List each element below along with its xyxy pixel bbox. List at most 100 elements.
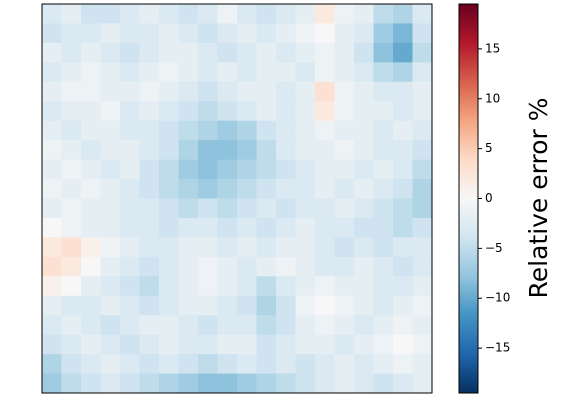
heatmap-cell	[159, 120, 179, 141]
heatmap-cell	[100, 140, 121, 161]
heatmap-cell	[100, 62, 121, 83]
heatmap-cell	[256, 120, 277, 141]
heatmap-cell	[393, 120, 413, 141]
heatmap-cell	[159, 334, 179, 355]
heatmap-cell	[139, 62, 160, 83]
heatmap-cell	[217, 179, 238, 199]
heatmap-cell	[42, 315, 62, 336]
heatmap-cell	[295, 295, 316, 316]
heatmap-cell	[120, 217, 140, 238]
heatmap-cell	[315, 217, 335, 238]
heatmap-cell	[42, 179, 62, 199]
heatmap-cell	[217, 373, 238, 394]
heatmap-cell	[334, 140, 355, 161]
heatmap-cell	[256, 295, 277, 316]
heatmap-cell	[315, 315, 335, 336]
heatmap-cell	[139, 217, 160, 238]
heatmap-cell	[276, 217, 296, 238]
heatmap-cell	[256, 237, 277, 258]
heatmap-cell	[334, 256, 355, 277]
heatmap-cell	[295, 334, 316, 355]
heatmap-cell	[354, 276, 374, 297]
heatmap-cell	[256, 179, 277, 199]
heatmap-cell	[198, 373, 218, 394]
heatmap-cell	[139, 101, 160, 122]
heatmap-cell	[178, 120, 199, 141]
heatmap-cell	[81, 373, 101, 394]
heatmap-cell	[100, 179, 121, 199]
heatmap-cell	[315, 237, 335, 258]
heatmap-cell	[100, 373, 121, 394]
heatmap-cell	[42, 334, 62, 355]
heatmap-cell	[315, 101, 335, 122]
heatmap-cell	[217, 334, 238, 355]
heatmap-cell	[334, 295, 355, 316]
heatmap-cell	[276, 120, 296, 141]
heatmap-cell	[393, 159, 413, 180]
heatmap-cell	[354, 23, 374, 44]
colorbar-tick-label: −10	[485, 291, 510, 305]
heatmap-cell	[334, 120, 355, 141]
heatmap-cell	[100, 315, 121, 336]
heatmap-cell	[315, 295, 335, 316]
heatmap-cell	[412, 23, 433, 44]
heatmap-cell	[334, 237, 355, 258]
heatmap-cell	[373, 42, 394, 63]
heatmap-cell	[315, 276, 335, 297]
heatmap-cell	[159, 81, 179, 102]
heatmap-cell	[256, 101, 277, 122]
heatmap-cell	[393, 276, 413, 297]
heatmap-cell	[237, 334, 257, 355]
heatmap-cell	[139, 354, 160, 375]
heatmap-cell	[276, 334, 296, 355]
heatmap-cell	[276, 159, 296, 180]
heatmap-cell	[412, 159, 433, 180]
heatmap-cell	[198, 4, 218, 24]
heatmap-cell	[120, 81, 140, 102]
heatmap-cell	[81, 334, 101, 355]
heatmap-cell	[120, 354, 140, 375]
colorbar-tick-label: −15	[485, 341, 510, 355]
heatmap-cell	[276, 373, 296, 394]
heatmap-cell	[237, 81, 257, 102]
heatmap-cell	[373, 179, 394, 199]
heatmap-cell	[315, 256, 335, 277]
heatmap-cell	[217, 81, 238, 102]
heatmap-cell	[217, 256, 238, 277]
heatmap-cell	[334, 373, 355, 394]
heatmap-cell	[373, 295, 394, 316]
heatmap-cell	[256, 217, 277, 238]
heatmap-cell	[178, 373, 199, 394]
heatmap-cell	[315, 179, 335, 199]
heatmap-cell	[198, 159, 218, 180]
heatmap-cell	[393, 334, 413, 355]
heatmap-cell	[373, 101, 394, 122]
heatmap-cell	[61, 276, 82, 297]
heatmap-cell	[217, 237, 238, 258]
heatmap-cell	[295, 256, 316, 277]
heatmap-cell	[295, 315, 316, 336]
heatmap-cell	[256, 354, 277, 375]
heatmap-cell	[256, 140, 277, 161]
heatmap-cell	[217, 354, 238, 375]
heatmap-cell	[237, 179, 257, 199]
heatmap-cell	[61, 179, 82, 199]
heatmap-cell	[120, 256, 140, 277]
heatmap-cell	[373, 23, 394, 44]
heatmap-cell	[100, 276, 121, 297]
heatmap-cell	[237, 276, 257, 297]
heatmap-cell	[373, 81, 394, 102]
heatmap-cell	[354, 237, 374, 258]
heatmap-cell	[412, 120, 433, 141]
heatmap-cell	[393, 217, 413, 238]
heatmap-cell	[237, 256, 257, 277]
heatmap-cell	[178, 42, 199, 63]
heatmap-cell	[295, 62, 316, 83]
heatmap-cell	[334, 42, 355, 63]
heatmap-cell	[139, 334, 160, 355]
heatmap-cell	[412, 237, 433, 258]
heatmap-cell	[315, 81, 335, 102]
heatmap-cell	[373, 354, 394, 375]
heatmap-cell	[178, 198, 199, 219]
heatmap-cell	[276, 256, 296, 277]
